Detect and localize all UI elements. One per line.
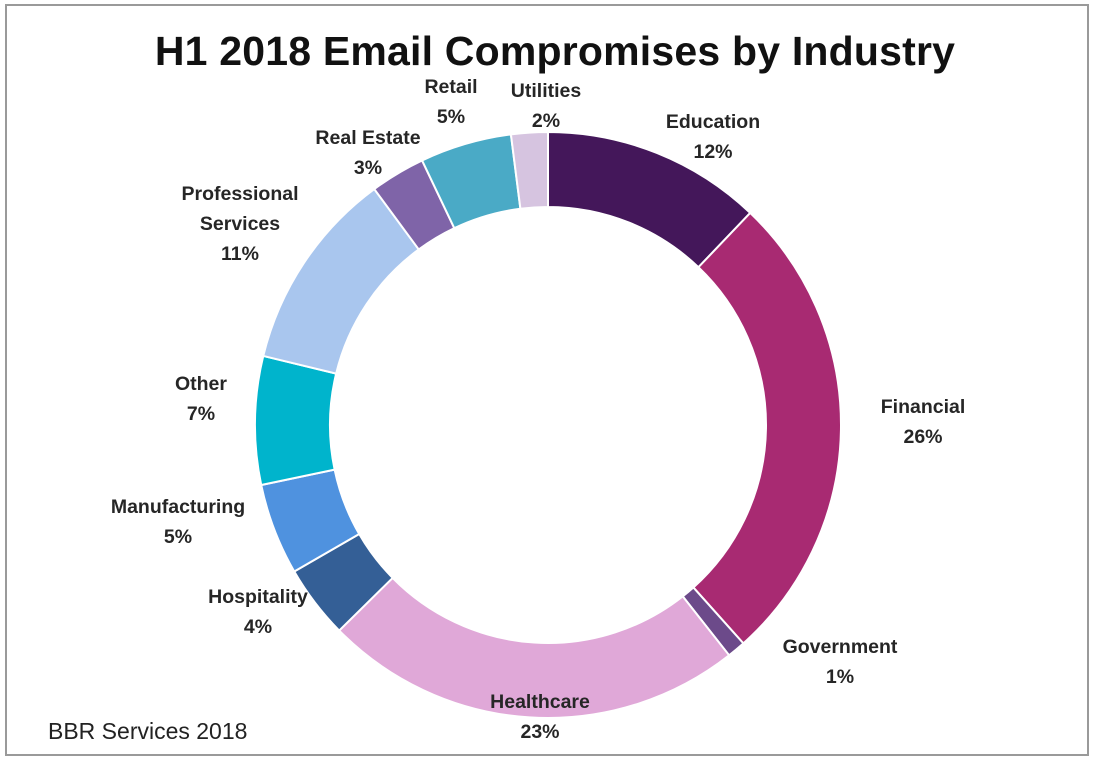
label-hospitality: Hospitality 4%: [208, 586, 308, 638]
chart-title: H1 2018 Email Compromises by Industry: [154, 28, 956, 74]
label-real-estate: Real Estate 3%: [315, 127, 420, 179]
label-education: Education 12%: [666, 111, 760, 163]
label-other: Other 7%: [175, 373, 227, 425]
label-utilities: Utilities 2%: [511, 80, 582, 132]
chart-frame: [5, 4, 1089, 756]
slice-utilities: [509, 130, 549, 210]
label-manufacturing: Manufacturing 5%: [111, 496, 245, 548]
label-professional-services: Professional Services 11%: [181, 183, 298, 265]
label-healthcare: Healthcare 23%: [490, 691, 590, 743]
label-government: Government 1%: [783, 636, 898, 688]
label-retail: Retail 5%: [424, 76, 477, 128]
slice-financial: [691, 211, 842, 645]
source-note: BBR Services 2018: [48, 718, 248, 744]
label-financial: Financial 26%: [881, 396, 966, 448]
slice-other: [254, 354, 338, 487]
